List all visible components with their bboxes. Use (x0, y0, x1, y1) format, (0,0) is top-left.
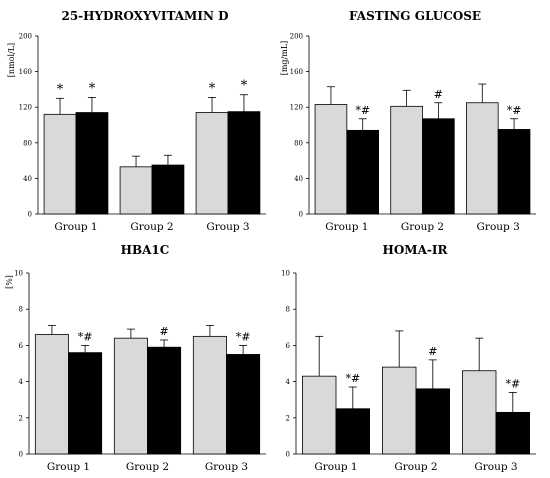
y-tick-label: 200 (290, 33, 303, 41)
chart-panel-3: HBA1C [%] 0 2 4 6 8 10 Group 1 Group 2 Group 3 *# # *… (5, 243, 266, 473)
chart-title: HBA1C (121, 243, 170, 257)
category-label: Group 1 (54, 221, 97, 233)
y-axis-label: [nmol/L] (7, 43, 16, 77)
y-tick-label: 10 (14, 270, 23, 278)
bar (314, 104, 348, 215)
category-label: Group 3 (205, 461, 248, 473)
category-label: Group 3 (206, 221, 249, 233)
bar (43, 113, 77, 215)
category-label: Group 3 (477, 221, 520, 233)
category-label: Group 1 (314, 461, 357, 473)
significance-marker: *# (355, 104, 370, 117)
y-tick-label: 0 (28, 211, 32, 219)
bar (495, 411, 530, 455)
significance-marker: *# (507, 104, 522, 117)
bar (227, 111, 261, 215)
category-label: Group 2 (401, 221, 444, 233)
chart-title: 25-HYDROXYVITAMIN D (61, 9, 228, 23)
category-label: Group 2 (126, 461, 169, 473)
bar (461, 370, 497, 455)
y-tick-label: 10 (281, 270, 290, 278)
y-tick-label: 2 (19, 414, 23, 422)
y-tick-label: 160 (19, 68, 32, 76)
y-tick-label: 4 (19, 378, 24, 386)
bar (415, 388, 450, 455)
significance-marker: # (159, 325, 168, 338)
y-tick-label: 6 (19, 342, 24, 350)
category-label: Group 1 (325, 221, 368, 233)
y-tick-label: 4 (286, 378, 291, 386)
bar (226, 354, 261, 455)
chart-panel-4: HOMA-IR 0 2 4 6 8 10 Group 1 Group 2 Group 3 *# # *# (281, 243, 536, 473)
y-tick-label: 80 (294, 139, 303, 147)
bar (346, 129, 380, 215)
y-tick-label: 120 (290, 104, 303, 112)
significance-marker: *# (505, 377, 520, 390)
chart-panel-2: FASTING GLUCOSE [mg/mL] 0 40 80 120 160 200 Grou… (280, 9, 536, 233)
y-tick-label: 0 (286, 451, 290, 459)
chart-panel-1: 25-HYDROXYVITAMIN D [nmol/L] 0 40 80 120 160 20… (7, 9, 266, 233)
significance-marker: # (428, 345, 437, 358)
bar (119, 166, 153, 215)
y-tick-label: 8 (19, 306, 23, 314)
bar (113, 337, 148, 455)
bar (68, 352, 103, 455)
bar (497, 129, 531, 215)
significance-marker: *# (345, 372, 360, 385)
bar (335, 408, 370, 455)
y-tick-label: 120 (19, 104, 32, 112)
bar (301, 375, 337, 455)
significance-marker: * (89, 81, 96, 96)
chart-title: HOMA-IR (383, 243, 449, 257)
y-axis-label: [%] (5, 275, 14, 289)
bar (422, 118, 455, 215)
significance-marker: * (57, 82, 64, 97)
bar (192, 335, 227, 455)
significance-marker: # (434, 88, 443, 101)
y-tick-label: 6 (286, 342, 291, 350)
bar (34, 334, 69, 455)
y-tick-label: 160 (290, 68, 303, 76)
significance-marker: * (209, 81, 216, 96)
y-axis-label: [mg/mL] (280, 41, 289, 76)
significance-marker: * (241, 79, 248, 94)
bar (75, 112, 109, 215)
bar (147, 346, 182, 455)
y-tick-label: 40 (23, 175, 32, 183)
chart-title: FASTING GLUCOSE (349, 9, 481, 23)
category-label: Group 2 (394, 461, 437, 473)
bar (381, 366, 417, 455)
bar (195, 112, 229, 215)
y-tick-label: 200 (19, 33, 32, 41)
category-label: Group 1 (47, 461, 90, 473)
bar (151, 164, 185, 215)
category-label: Group 2 (130, 221, 173, 233)
bar (465, 102, 499, 215)
y-tick-label: 0 (299, 211, 303, 219)
y-tick-label: 8 (286, 306, 290, 314)
significance-marker: *# (78, 330, 93, 343)
y-tick-label: 2 (286, 414, 290, 422)
y-tick-label: 0 (19, 451, 23, 459)
significance-marker: *# (236, 330, 251, 343)
bar (390, 105, 423, 215)
y-tick-label: 80 (23, 139, 32, 147)
y-tick-label: 40 (294, 175, 303, 183)
category-label: Group 3 (474, 461, 517, 473)
